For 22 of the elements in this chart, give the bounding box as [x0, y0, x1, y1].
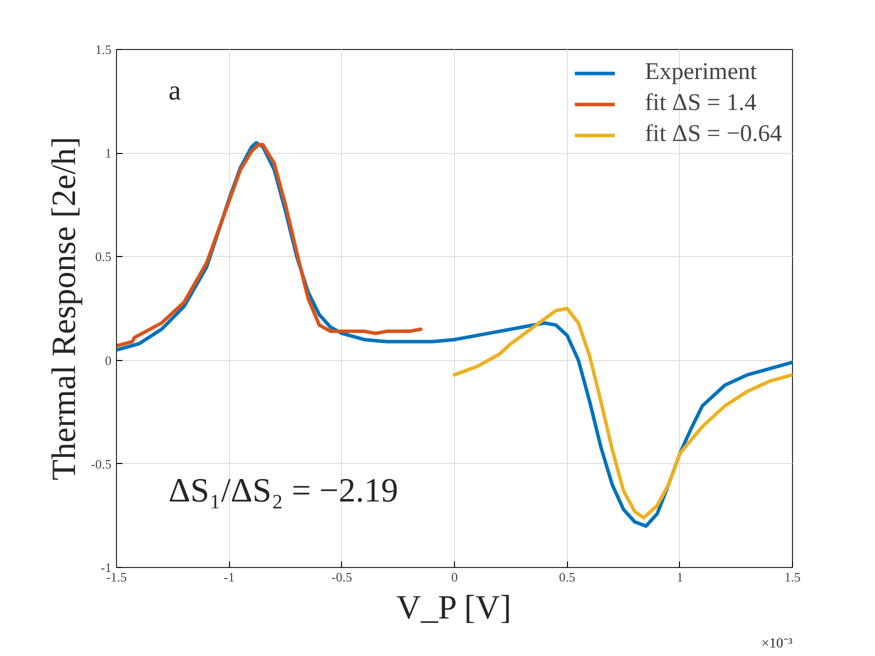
legend-label: fit ΔS = −0.64 [644, 121, 782, 148]
y-tick-label: 0 [105, 352, 112, 368]
line-series [116, 143, 422, 348]
x-tick-label: 1.5 [784, 570, 801, 584]
x-tick-label: 1 [676, 570, 684, 584]
y-tick-label: 1.5 [95, 42, 112, 57]
annotation: a [168, 75, 182, 106]
y-axis-title: Thermal Response [2e/h] [46, 136, 83, 480]
x-tick-label: -1 [224, 570, 235, 584]
legend-label: fit ΔS = 1.4 [644, 90, 756, 117]
y-tick-label: -0.5 [90, 456, 112, 472]
y-tick-label: -1 [100, 560, 112, 575]
annotation: ΔS₁/ΔS₂ = −2.19 [168, 472, 398, 510]
y-tick-label: 0.5 [95, 249, 112, 264]
x-tick-label: -0.5 [332, 570, 352, 584]
text: ×10⁻³ [761, 636, 792, 652]
x-tick-label: 0.5 [559, 570, 576, 584]
line-series [452, 306, 792, 520]
x-tick-label: 0 [451, 570, 458, 584]
x-axis-title: V_P [V] [396, 590, 512, 626]
legend-label: Experiment [644, 59, 757, 86]
y-tick-label: 1 [105, 146, 112, 161]
